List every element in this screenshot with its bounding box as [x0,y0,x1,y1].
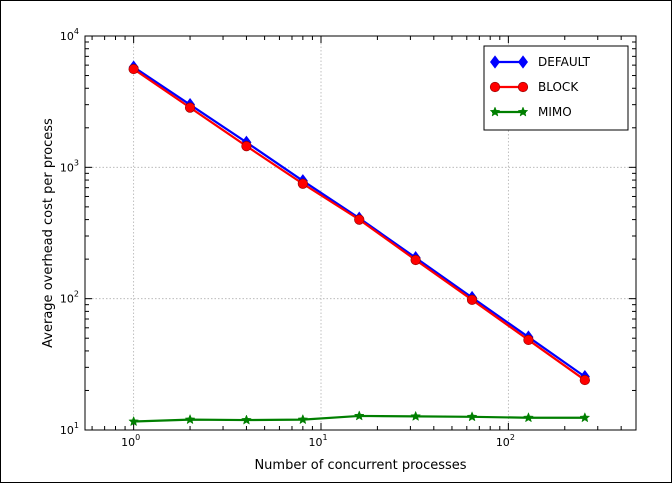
data-point-block [241,141,252,152]
data-point-block [410,254,421,266]
series-group [128,60,591,427]
legend-marker [517,106,529,117]
data-point-block [579,374,590,386]
legend-entry-default: DEFAULT [490,55,591,69]
x-tick-label: 100 [121,433,140,449]
data-point-mimo [466,411,478,422]
grid [85,36,636,430]
data-point-mimo [297,413,309,425]
data-point-block [466,294,478,305]
legend: DEFAULT BLOCK MIMO [483,45,629,131]
data-point-mimo [353,410,365,421]
y-tick-label: 104 [60,27,79,43]
data-point-mimo [579,412,591,423]
data-point-mimo [523,412,534,423]
legend-label: DEFAULT [538,55,591,69]
legend-label: MIMO [538,105,572,119]
legend-entry-block: BLOCK [489,80,579,94]
data-point-block [354,214,365,225]
legend-marker [518,55,528,69]
y-axis-label: Average overhead cost per process [41,118,56,348]
x-tick-label: 102 [496,433,515,449]
x-axis-label: Number of concurrent processes [254,458,466,473]
series-mimo [128,410,591,427]
ticks: 100 101 102 101 102 103 104 [60,27,636,449]
data-point-block [523,334,534,346]
legend-marker [517,81,529,93]
series-block [128,63,590,386]
data-point-mimo [410,410,422,421]
x-tick-label: 101 [308,433,327,449]
data-point-mimo [241,414,252,425]
legend-entry-mimo: MIMO [489,105,572,119]
y-tick-label: 101 [60,421,79,437]
data-point-block [184,102,196,113]
legend-marker [489,106,501,117]
plot-area [84,35,637,431]
data-point-block [297,178,308,189]
legend-label: BLOCK [538,80,579,94]
legend-marker [490,55,500,69]
legend-marker [489,81,501,93]
data-point-mimo [184,413,196,425]
data-point-mimo [128,415,140,427]
data-point-block [128,63,139,75]
y-tick-label: 102 [60,290,79,306]
y-tick-label: 103 [60,158,79,174]
